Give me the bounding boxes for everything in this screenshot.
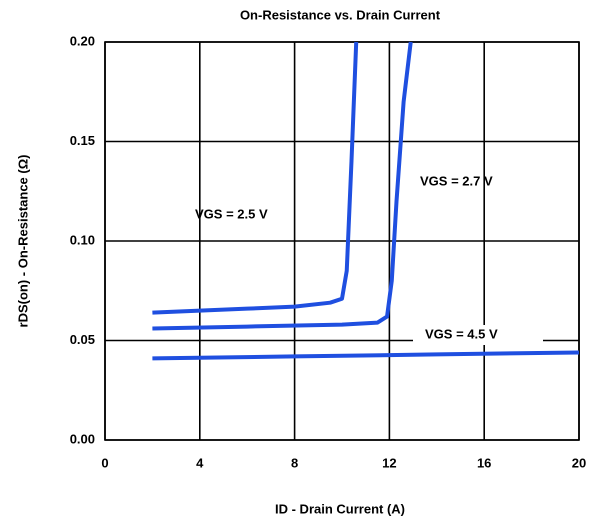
series-line: [152, 350, 580, 361]
y-tick-label: 0.15: [70, 133, 95, 148]
x-tick-label: 4: [196, 455, 204, 470]
x-tick-label: 20: [572, 455, 586, 470]
x-tick-label: 16: [477, 455, 491, 470]
y-tick-label: 0.00: [70, 431, 95, 446]
y-tick-label: 0.20: [70, 33, 95, 48]
x-tick-label: 0: [101, 455, 108, 470]
label-background: [413, 325, 543, 345]
y-axis-label: rDS(on) - On-Resistance (Ω): [15, 155, 30, 328]
y-tick-label: 0.10: [70, 232, 95, 247]
series-label: VGS = 4.5 V: [425, 326, 498, 341]
x-tick-label: 8: [291, 455, 298, 470]
x-axis-label: ID - Drain Current (A): [275, 501, 405, 516]
y-tick-label: 0.05: [70, 332, 95, 347]
series-line: [152, 41, 359, 315]
series-line: [152, 41, 413, 331]
x-tick-label: 12: [382, 455, 396, 470]
series-label: VGS = 2.7 V: [420, 173, 493, 188]
series-label: VGS = 2.5 V: [195, 206, 268, 221]
chart-title: On-Resistance vs. Drain Current: [240, 7, 441, 22]
